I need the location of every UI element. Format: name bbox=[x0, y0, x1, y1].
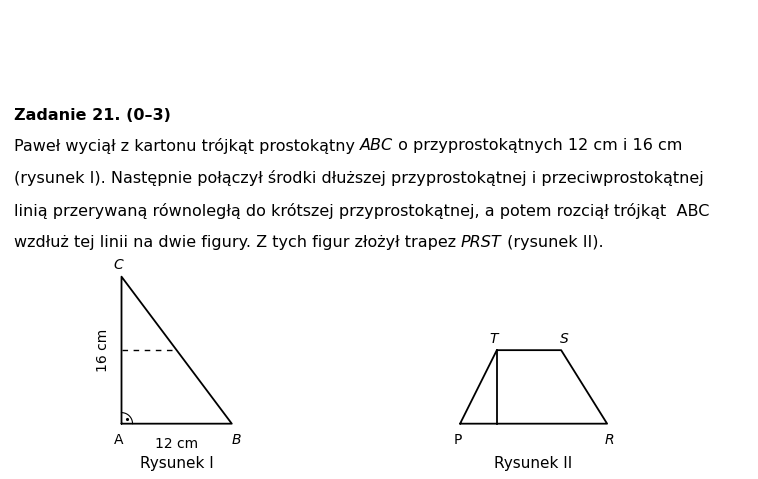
Text: Rysunek I: Rysunek I bbox=[139, 456, 214, 471]
Text: o przyprostokątnych 12 cm i 16 cm: o przyprostokątnych 12 cm i 16 cm bbox=[393, 138, 682, 153]
Text: T: T bbox=[490, 331, 498, 345]
Text: P: P bbox=[453, 433, 462, 447]
Text: C: C bbox=[113, 258, 123, 272]
Text: Zadanie 21. (0–3): Zadanie 21. (0–3) bbox=[14, 108, 171, 123]
Text: Rysunek II: Rysunek II bbox=[494, 456, 573, 471]
Text: (rysunek II).: (rysunek II). bbox=[502, 235, 603, 250]
Text: ABC: ABC bbox=[360, 138, 393, 153]
Text: linią przerywaną równoległą do krótszej przyprostokątnej, a potem rozciął trójką: linią przerywaną równoległą do krótszej … bbox=[14, 203, 709, 219]
Text: R: R bbox=[605, 433, 615, 447]
Text: Paweł wyciął z kartonu trójkąt prostokątny: Paweł wyciął z kartonu trójkąt prostokąt… bbox=[14, 138, 360, 154]
Text: wzdłuż tej linii na dwie figury. Z tych figur złożył trapez: wzdłuż tej linii na dwie figury. Z tych … bbox=[14, 235, 461, 250]
Text: 12 cm: 12 cm bbox=[155, 437, 198, 451]
Text: (rysunek I). Następnie połączył środki dłuższej przyprostokątnej i przeciwprosto: (rysunek I). Następnie połączył środki d… bbox=[14, 171, 703, 186]
Text: S: S bbox=[559, 331, 568, 345]
Text: B: B bbox=[232, 433, 241, 447]
Text: 16 cm: 16 cm bbox=[96, 329, 110, 372]
Text: PRST: PRST bbox=[461, 235, 502, 250]
Text: A: A bbox=[114, 433, 124, 447]
